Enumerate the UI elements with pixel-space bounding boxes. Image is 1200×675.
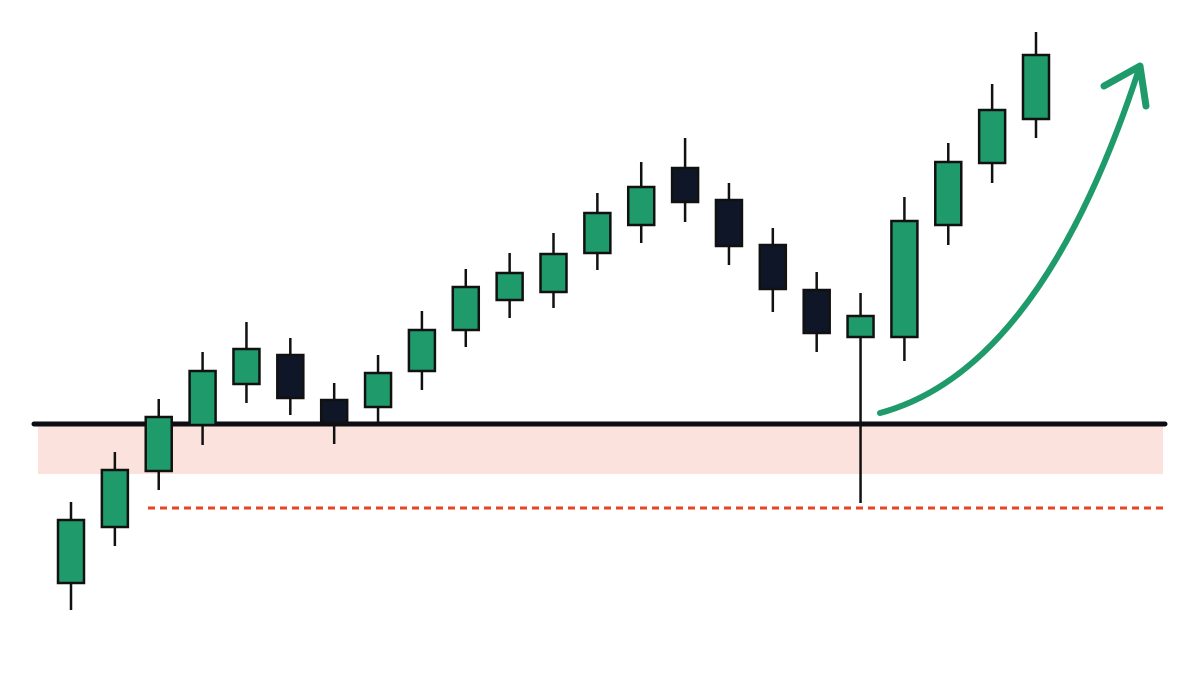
candle-body bbox=[977, 108, 1007, 165]
candle-body bbox=[626, 185, 656, 227]
candle-body bbox=[451, 285, 481, 332]
candle-body bbox=[232, 347, 261, 386]
trend-arrow bbox=[877, 69, 1141, 416]
candle-body bbox=[1021, 53, 1051, 121]
candle-body bbox=[934, 160, 963, 227]
candle-body bbox=[188, 369, 217, 427]
candle-body bbox=[539, 252, 568, 294]
candle-body bbox=[670, 166, 700, 204]
candle-body bbox=[495, 271, 524, 302]
candle-body bbox=[407, 328, 437, 373]
candle-body bbox=[758, 243, 788, 291]
candle-body bbox=[714, 198, 744, 248]
candle-body bbox=[319, 398, 349, 425]
levels bbox=[38, 424, 1163, 510]
candle-body bbox=[363, 371, 393, 409]
candle-body bbox=[56, 518, 86, 585]
arrow-head bbox=[1100, 62, 1150, 110]
candle-body bbox=[100, 468, 130, 529]
candle-body bbox=[846, 314, 875, 339]
candle-body bbox=[890, 219, 919, 339]
candle-body bbox=[144, 415, 173, 473]
candle-body bbox=[276, 353, 305, 400]
candle-body bbox=[583, 211, 612, 255]
candle-body bbox=[802, 288, 831, 335]
candles bbox=[56, 32, 1051, 610]
demand-zone bbox=[38, 424, 1163, 474]
